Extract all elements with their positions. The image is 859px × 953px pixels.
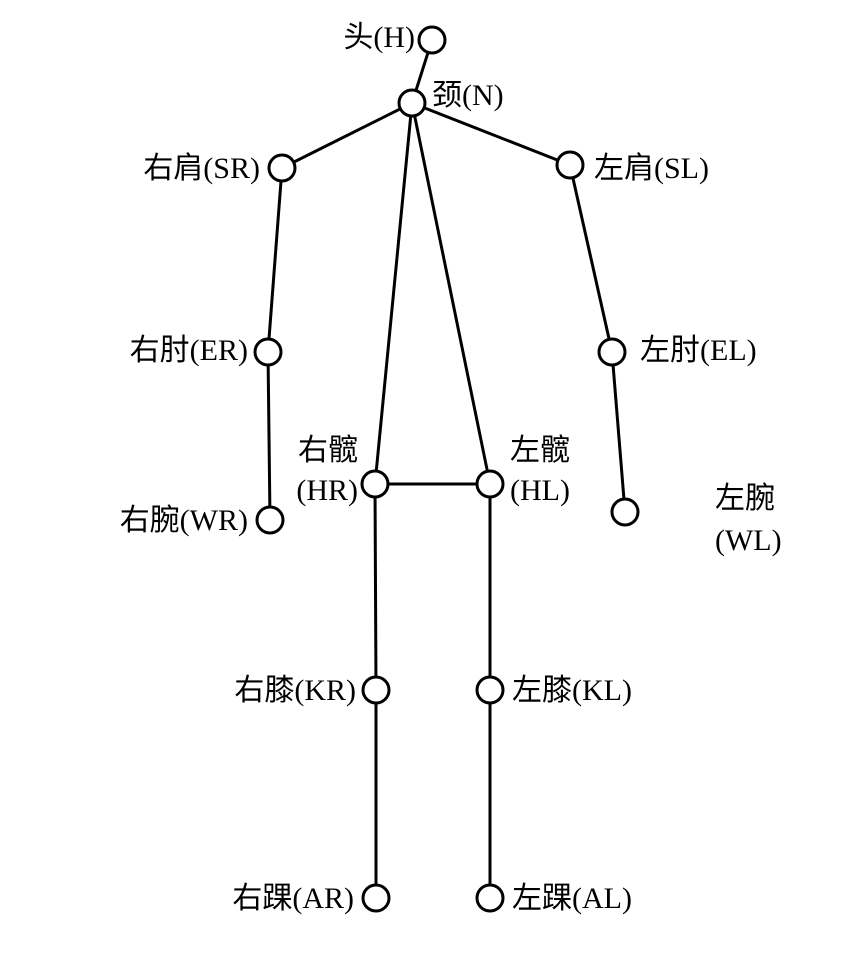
joint-HL [477, 471, 503, 497]
edge-SL-EL [570, 165, 612, 352]
label-WR: 右腕(WR) [120, 504, 248, 537]
label-SR: 右肩(SR) [143, 152, 260, 185]
nodes-group [255, 27, 638, 911]
label-ER: 右肘(ER) [130, 334, 248, 367]
label-KL: 左膝(KL) [512, 674, 632, 707]
joint-KR [363, 677, 389, 703]
edge-SR-ER [268, 168, 282, 352]
joint-EL [599, 339, 625, 365]
label2-WL: (WL) [715, 524, 782, 557]
label-HR: 右髋 [298, 434, 358, 467]
joint-AL [477, 885, 503, 911]
edge-HR-KR [375, 484, 376, 690]
edge-ER-WR [268, 352, 270, 520]
label-AR: 右踝(AR) [232, 882, 354, 915]
joint-WR [257, 507, 283, 533]
labels-group: 头(H) 颈(N) 右肩(SR) 左肩(SL) 右肘(ER) 左肘(EL) 右腕(WR) 左腕… [120, 21, 782, 915]
label-KR: 右膝(KR) [234, 674, 356, 707]
label-EL: 左肘(EL) [640, 334, 757, 367]
edge-N-HR [375, 103, 412, 484]
edge-EL-WL [612, 352, 625, 512]
joint-AR [363, 885, 389, 911]
joint-WL [612, 499, 638, 525]
edge-N-HL [412, 103, 490, 484]
label-HL: 左髋 [510, 434, 570, 467]
skeleton-diagram: 头(H) 颈(N) 右肩(SR) 左肩(SL) 右肘(ER) 左肘(EL) 右腕(WR) 左腕… [0, 0, 859, 953]
label2-HR: (HR) [296, 474, 358, 507]
label-N: 颈(N) [432, 79, 504, 112]
joint-N [399, 90, 425, 116]
label-WL: 左腕 [715, 482, 775, 515]
label-SL: 左肩(SL) [594, 152, 709, 185]
joint-ER [255, 339, 281, 365]
label-AL: 左踝(AL) [512, 882, 632, 915]
label2-HL: (HL) [510, 474, 570, 507]
edge-N-SL [412, 103, 570, 165]
joint-KL [477, 677, 503, 703]
edge-N-SR [282, 103, 412, 168]
joint-HR [362, 471, 388, 497]
joint-SR [269, 155, 295, 181]
joint-SL [557, 152, 583, 178]
joint-H [419, 27, 445, 53]
label-H: 头(H) [343, 21, 415, 54]
